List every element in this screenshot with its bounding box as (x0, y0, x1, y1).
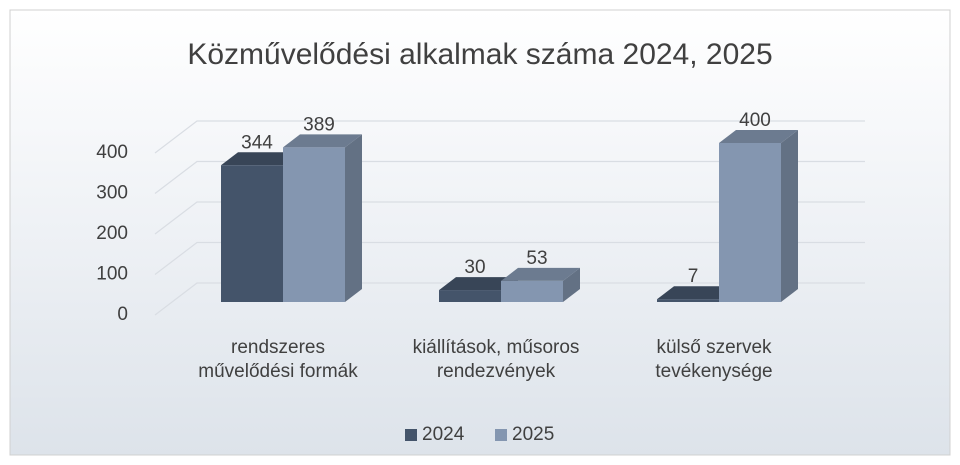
data-label: 344 (241, 132, 273, 153)
bar-top (221, 152, 300, 166)
y-tick-label: 0 (117, 304, 128, 325)
legend-swatch (405, 429, 417, 441)
grid-line (154, 160, 865, 194)
bar (283, 147, 345, 302)
legend-swatch (495, 429, 507, 441)
data-label: 53 (526, 248, 547, 269)
y-tick-label: 200 (96, 223, 128, 244)
bar-top (439, 277, 518, 291)
legend-label: 2024 (422, 424, 465, 445)
x-tick-label: külső szervek tevékenysége (655, 337, 773, 382)
x-tick-label: kiállítások, műsoros rendezvények (412, 337, 580, 382)
chart-area (9, 9, 951, 456)
bar-top (657, 286, 736, 300)
grid-line (154, 241, 865, 275)
data-label: 30 (464, 257, 485, 278)
y-tick-label: 400 (96, 142, 128, 163)
bar-side (345, 134, 362, 302)
bar (657, 299, 719, 302)
bar (501, 280, 563, 302)
chart-title: Közművelődési alkalmak száma 2024, 2025 (187, 38, 772, 71)
y-tick-label: 300 (96, 183, 128, 204)
bar (719, 143, 781, 302)
data-label: 7 (688, 266, 699, 287)
grid-line (154, 201, 865, 235)
data-label: 400 (739, 110, 771, 131)
y-tick-label: 100 (96, 264, 128, 285)
bar (221, 165, 283, 302)
x-tick-label: rendszeres művelődési formák (198, 337, 358, 382)
bar-side (563, 267, 580, 302)
bar-side (781, 130, 798, 302)
grid-line (154, 282, 865, 316)
bar-top (283, 134, 362, 148)
bar-top (719, 130, 798, 143)
bar (439, 290, 501, 302)
legend-label: 2025 (512, 424, 554, 445)
bar-top (501, 267, 580, 281)
grid-line (154, 120, 865, 154)
data-label: 389 (303, 114, 335, 135)
